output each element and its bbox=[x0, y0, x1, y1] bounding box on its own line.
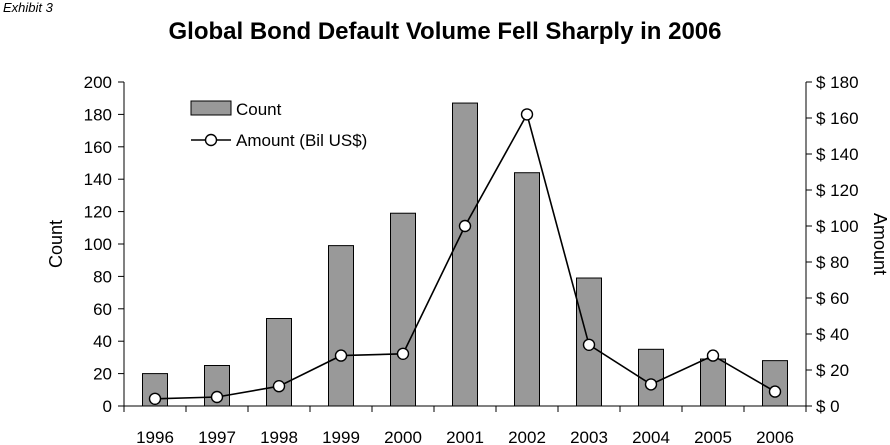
x-tick-label: 2006 bbox=[756, 428, 794, 445]
amount-point bbox=[706, 349, 720, 362]
y2-tick-label: $ 60 bbox=[816, 289, 849, 308]
x-tick-label: 2001 bbox=[446, 428, 484, 445]
x-tick-label: 1997 bbox=[198, 428, 236, 445]
y2-tick-label: $ 180 bbox=[816, 73, 859, 92]
x-tick-label: 1999 bbox=[322, 428, 360, 445]
x-tick-label: 2004 bbox=[632, 428, 670, 445]
amount-point bbox=[210, 390, 224, 404]
legend-amount-marker bbox=[204, 133, 218, 147]
count-bar bbox=[762, 360, 788, 407]
y2-tick-label: $ 40 bbox=[816, 325, 849, 344]
legend-amount-label: Amount (Bil US$) bbox=[236, 131, 367, 150]
y-tick-label: 40 bbox=[93, 332, 112, 351]
y2-tick-label: $ 80 bbox=[816, 253, 849, 272]
axes: 0 20 40 60 80 100 120 140 160 180 200 $ 0 $ 20 $ 40 $ … bbox=[46, 73, 890, 445]
y-tick-label: 20 bbox=[93, 365, 112, 384]
y-tick-label: 0 bbox=[103, 397, 112, 416]
count-bar bbox=[266, 318, 292, 407]
y-tick-label: 100 bbox=[84, 235, 112, 254]
amount-point bbox=[148, 392, 162, 405]
y-tick-label: 120 bbox=[84, 203, 112, 222]
count-bars bbox=[142, 102, 788, 407]
y-tick-label: 140 bbox=[84, 170, 112, 189]
amount-line bbox=[148, 108, 782, 405]
y-axis-title: Count bbox=[46, 220, 66, 268]
count-bar bbox=[700, 358, 726, 407]
count-bar bbox=[638, 348, 664, 407]
amount-point bbox=[396, 347, 410, 360]
y2-tick-label: $ 20 bbox=[816, 361, 849, 380]
amount-point bbox=[582, 338, 596, 351]
x-tick-label: 2003 bbox=[570, 428, 608, 445]
x-tick-label: 2000 bbox=[384, 428, 422, 445]
count-bar bbox=[390, 212, 416, 407]
amount-point bbox=[334, 349, 348, 362]
legend-count-label: Count bbox=[236, 100, 282, 119]
y2-axis-title: Amount bbox=[870, 213, 890, 275]
legend-count-swatch bbox=[190, 100, 232, 116]
x-tick-label: 2002 bbox=[508, 428, 546, 445]
x-tick-label: 1998 bbox=[260, 428, 298, 445]
y-tick-label: 160 bbox=[84, 138, 112, 157]
y-tick-label: 180 bbox=[84, 105, 112, 124]
amount-point bbox=[520, 108, 534, 121]
legend: Count Amount (Bil US$) bbox=[190, 100, 367, 150]
chart-title: Global Bond Default Volume Fell Sharply … bbox=[168, 18, 722, 45]
y2-tick-label: $ 140 bbox=[816, 145, 859, 164]
y2-tick-label: $ 120 bbox=[816, 181, 859, 200]
y2-tick-label: $ 160 bbox=[816, 109, 859, 128]
exhibit-label: Exhibit 3 bbox=[3, 0, 53, 15]
y2-tick-label: $ 0 bbox=[816, 397, 840, 416]
count-bar bbox=[514, 172, 540, 407]
y-tick-label: 60 bbox=[93, 300, 112, 319]
amount-point bbox=[458, 219, 472, 233]
x-tick-label: 2005 bbox=[694, 428, 732, 445]
y-tick-label: 200 bbox=[84, 73, 112, 92]
count-bar bbox=[328, 245, 354, 407]
amount-point bbox=[272, 380, 286, 393]
x-tick-label: 1996 bbox=[136, 428, 174, 445]
amount-point bbox=[644, 378, 658, 391]
y-tick-label: 80 bbox=[93, 267, 112, 286]
count-bar bbox=[452, 102, 478, 407]
amount-point bbox=[768, 385, 782, 398]
y2-tick-label: $ 100 bbox=[816, 217, 859, 236]
